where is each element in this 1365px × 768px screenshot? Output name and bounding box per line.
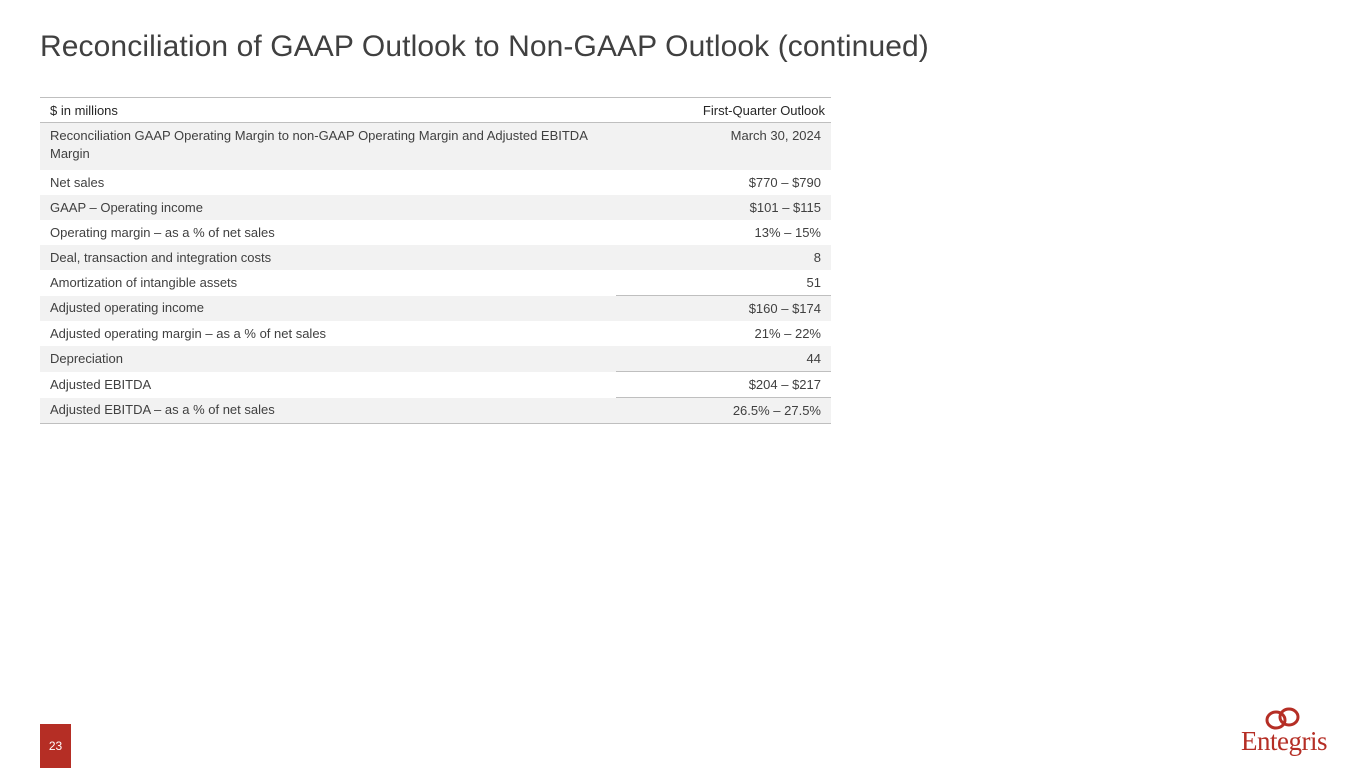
table-row: Adjusted EBITDA $204 – $217 <box>40 371 831 398</box>
page-number: 23 <box>48 739 63 753</box>
row-value: 13% – 15% <box>754 224 822 240</box>
table-row: Adjusted operating income $160 – $174 <box>40 295 831 321</box>
table-row: Reconciliation GAAP Operating Margin to … <box>40 122 831 170</box>
row-label: Operating margin – as a % of net sales <box>50 224 275 240</box>
row-label: Adjusted operating margin – as a % of ne… <box>50 325 327 341</box>
row-label: Net sales <box>50 174 105 190</box>
page-number-badge: 23 <box>40 724 71 768</box>
table-row: Deal, transaction and integration costs … <box>40 245 831 270</box>
row-value: $160 – $174 <box>616 295 831 321</box>
reconciliation-table: $ in millions First-Quarter Outlook Reco… <box>40 97 831 424</box>
table-row: Net sales $770 – $790 <box>40 170 831 195</box>
row-value: 51 <box>616 270 831 296</box>
row-label: Adjusted operating income <box>40 295 616 321</box>
table-row: GAAP – Operating income $101 – $115 <box>40 195 831 220</box>
column-header-outlook: First-Quarter Outlook <box>616 97 831 123</box>
row-value: March 30, 2024 <box>616 122 831 170</box>
table-row: Adjusted operating margin – as a % of ne… <box>40 321 831 346</box>
row-label: Reconciliation GAAP Operating Margin to … <box>40 122 616 170</box>
row-value: $204 – $217 <box>616 371 831 398</box>
table-row: Operating margin – as a % of net sales 1… <box>40 220 831 245</box>
logo-wordmark: Entegris <box>1241 726 1327 756</box>
row-value: $101 – $115 <box>616 195 831 220</box>
entegris-rings-icon <box>1265 707 1300 730</box>
row-label: Amortization of intangible assets <box>50 274 238 290</box>
row-label: Depreciation <box>40 346 616 372</box>
row-label: Adjusted EBITDA <box>50 376 152 392</box>
row-value: $770 – $790 <box>748 174 821 190</box>
column-header-units: $ in millions <box>40 97 616 123</box>
row-value: 44 <box>616 346 831 372</box>
page-title: Reconciliation of GAAP Outlook to Non-GA… <box>40 30 929 63</box>
row-label: Adjusted EBITDA – as a % of net sales <box>40 397 616 424</box>
company-logo: Entegris <box>1236 704 1332 760</box>
table-row: Adjusted EBITDA – as a % of net sales 26… <box>40 397 831 424</box>
row-label: GAAP – Operating income <box>40 195 616 220</box>
row-value: 21% – 22% <box>754 325 822 341</box>
table-header-row: $ in millions First-Quarter Outlook <box>40 97 831 123</box>
row-label: Deal, transaction and integration costs <box>40 245 616 270</box>
row-value: 8 <box>616 245 831 270</box>
row-value: 26.5% – 27.5% <box>616 397 831 424</box>
table-row: Amortization of intangible assets 51 <box>40 270 831 296</box>
table-row: Depreciation 44 <box>40 346 831 372</box>
